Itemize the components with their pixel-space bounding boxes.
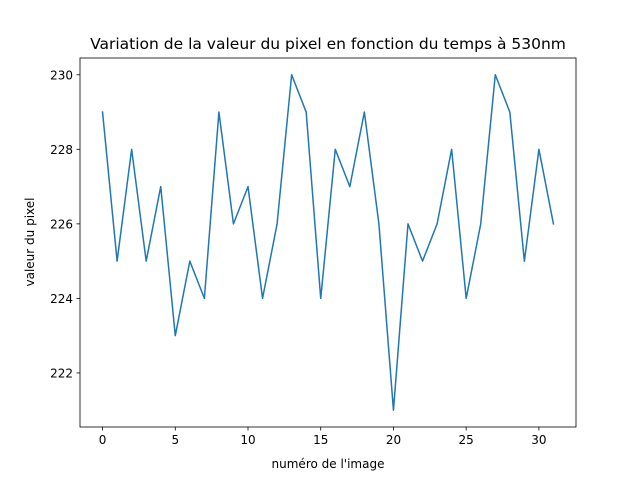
x-tick-label-5: 5 xyxy=(171,433,179,447)
x-tick-label-30: 30 xyxy=(531,433,546,447)
y-tick-label-222: 222 xyxy=(50,366,73,380)
y-tick-label-224: 224 xyxy=(50,292,73,306)
y-tick-label-230: 230 xyxy=(50,68,73,82)
series-line-0 xyxy=(101,74,555,411)
x-axis-label: numéro de l'image xyxy=(272,457,385,471)
y-axis-label: valeur du pixel xyxy=(23,198,37,287)
plot-frame xyxy=(79,57,577,428)
x-tick-label-15: 15 xyxy=(313,433,328,447)
x-tick-label-20: 20 xyxy=(386,433,401,447)
x-tick-label-10: 10 xyxy=(240,433,255,447)
x-tick-label-0: 0 xyxy=(99,433,107,447)
plot-area: 0 5 10 15 20 25 30 222 224 226 228 230 xyxy=(50,57,577,447)
x-tick-label-25: 25 xyxy=(459,433,474,447)
y-tick-label-226: 226 xyxy=(50,217,73,231)
y-tick-label-228: 228 xyxy=(50,143,73,157)
chart-title: Variation de la valeur du pixel en fonct… xyxy=(90,35,566,53)
